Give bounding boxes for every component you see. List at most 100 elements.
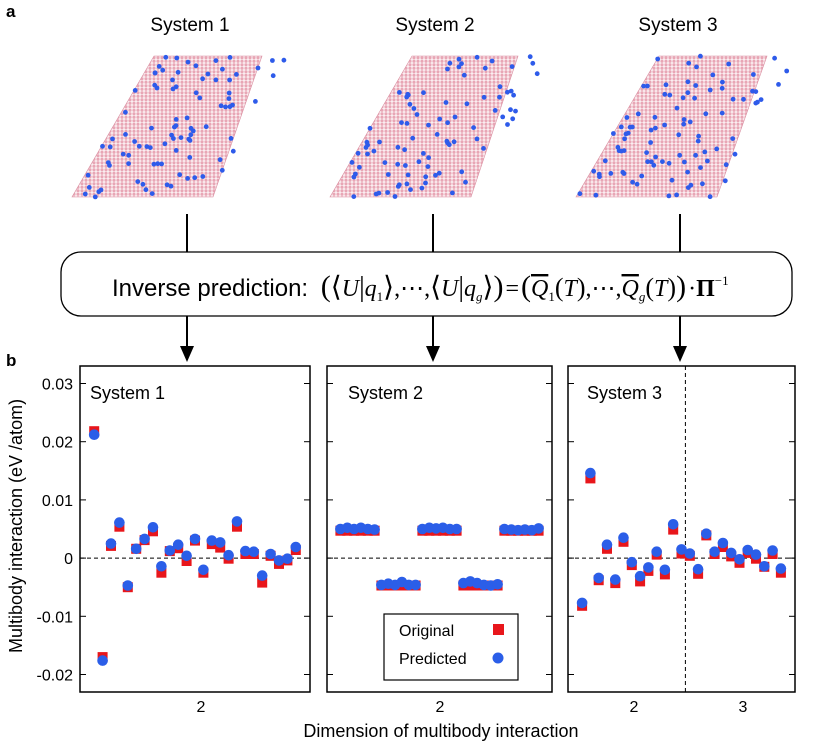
y-tick-label: 0.01 — [42, 493, 73, 510]
dopant-atom — [100, 143, 105, 149]
dopant-atom — [160, 67, 166, 73]
dopant-atom — [784, 68, 790, 74]
dopant-atom — [200, 174, 206, 179]
dopant-atom — [367, 125, 373, 131]
predicted-point — [576, 597, 588, 609]
dopant-atom — [123, 132, 128, 137]
predicted-point — [172, 539, 184, 550]
dopant-atom — [218, 103, 224, 109]
panel-title-system-3: System 3 — [587, 383, 662, 403]
dopant-atom — [425, 164, 431, 170]
predicted-point — [265, 548, 276, 560]
dopant-atom — [168, 183, 174, 189]
predicted-point — [231, 516, 243, 527]
dopant-atom — [399, 120, 404, 125]
dopant-atom — [492, 108, 498, 113]
predicted-point — [189, 533, 201, 545]
dopant-atom — [404, 121, 410, 126]
dopant-atom — [123, 109, 128, 115]
dopant-atom — [645, 159, 650, 165]
y-axis-label: Multibody interaction (eV /atom) — [6, 399, 26, 653]
dopant-atom — [705, 158, 710, 164]
dopant-atom — [382, 160, 388, 166]
predicted-point — [767, 545, 778, 556]
dopant-atom — [685, 79, 691, 85]
dopant-atom — [692, 95, 697, 101]
predicted-point — [130, 543, 142, 555]
dopant-atom — [719, 85, 725, 91]
dopant-atom — [170, 77, 175, 83]
dopant-atom — [149, 191, 155, 197]
dopant-atom — [407, 101, 413, 107]
dopant-atom — [426, 155, 431, 161]
predicted-point — [533, 523, 544, 534]
dopant-atom — [611, 131, 616, 136]
predicted-point — [164, 545, 176, 556]
dopant-atom — [730, 136, 736, 142]
dopant-atom — [464, 101, 470, 107]
dopant-atom — [270, 58, 275, 63]
predicted-point — [634, 570, 646, 582]
dopant-atom — [226, 96, 232, 101]
dopant-atom — [511, 92, 516, 98]
dopant-atom — [621, 171, 627, 176]
dopant-atom — [163, 54, 169, 60]
predicted-point — [676, 544, 687, 555]
dopant-atom — [698, 165, 703, 171]
dopant-atom — [707, 87, 713, 93]
dopant-atom — [107, 163, 112, 168]
dopant-atom — [676, 132, 682, 138]
original-point — [156, 567, 167, 578]
dopant-atom — [776, 82, 781, 87]
dopant-atom — [185, 59, 191, 65]
arrow-down-icon — [426, 346, 440, 362]
dopant-atom — [513, 108, 518, 114]
formula: Inverse prediction: (⟨U|q1⟩,⋯,⟨U|qg⟩)=(Q… — [112, 270, 729, 304]
dopant-atom — [178, 135, 184, 141]
dopant-atom — [357, 164, 362, 170]
predicted-point — [282, 553, 293, 564]
dopant-atom — [500, 114, 506, 120]
dopant-atom — [696, 133, 701, 139]
predicted-point — [114, 517, 125, 528]
lattice-system-1 — [71, 54, 287, 200]
x-tick-label: 2 — [630, 699, 639, 716]
dopant-atom — [508, 88, 514, 94]
dopant-atom — [392, 194, 398, 199]
dopant-atom — [489, 58, 495, 64]
dopant-atom — [726, 61, 732, 67]
dopant-atom — [364, 139, 370, 145]
dopant-atom — [652, 114, 658, 120]
dopant-atom — [674, 192, 679, 198]
predicted-point — [667, 519, 679, 530]
dopant-atom — [627, 124, 633, 130]
dopant-atom — [213, 58, 219, 63]
dopant-atom — [226, 90, 232, 96]
predicted-point — [492, 579, 503, 590]
dopant-atom — [505, 122, 510, 127]
dopant-atom — [228, 136, 234, 141]
dopant-atom — [722, 178, 728, 184]
dopant-atom — [96, 189, 102, 195]
dopant-atom — [192, 175, 198, 181]
y-axis-ticks: -0.02 -0.01 0 0.01 0.02 0.03 — [37, 377, 74, 685]
dopant-atom — [205, 71, 211, 77]
dopant-atom — [703, 111, 709, 117]
dopant-atom — [644, 150, 649, 156]
dopant-atom — [159, 161, 165, 167]
predicted-point — [717, 537, 729, 549]
system-3-title: System 3 — [638, 15, 717, 36]
dopant-atom — [419, 185, 425, 191]
dopant-atom — [608, 171, 614, 176]
dopant-atom — [527, 54, 533, 60]
dopant-atom — [270, 73, 276, 79]
predicted-point — [214, 537, 226, 548]
dopant-atom — [730, 96, 736, 102]
dopant-atom — [140, 181, 146, 187]
panel-frame — [567, 365, 796, 693]
y-tick-label: -0.02 — [37, 668, 74, 685]
system-1-title: System 1 — [150, 15, 229, 36]
dopant-atom — [193, 63, 199, 69]
dopant-atom — [591, 168, 597, 174]
